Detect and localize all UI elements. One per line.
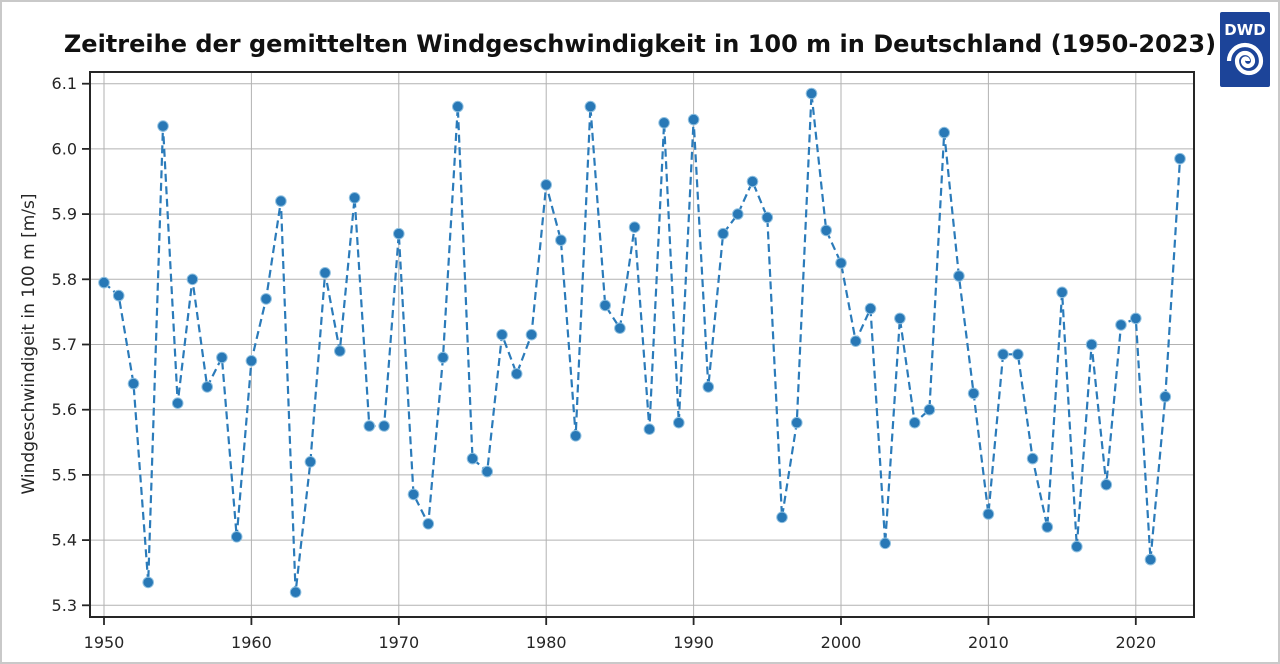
y-tick-label: 5.9 [52, 205, 77, 224]
data-point [673, 416, 685, 429]
x-tick-label: 2010 [968, 633, 1009, 652]
data-point [363, 420, 376, 432]
data-point [112, 289, 125, 302]
x-tick-label: 1960 [231, 633, 272, 652]
data-point [98, 276, 110, 289]
data-point [1085, 338, 1098, 351]
data-point [599, 299, 612, 312]
data-point [1115, 319, 1127, 331]
y-tick-label: 5.7 [52, 335, 77, 354]
data-point [452, 100, 464, 113]
data-point [746, 175, 759, 188]
data-point [319, 267, 331, 279]
data-line [103, 92, 1182, 594]
data-point [584, 100, 597, 113]
data-point [1026, 452, 1039, 465]
data-point [997, 348, 1009, 361]
data-point [717, 227, 729, 240]
data-point [230, 531, 243, 543]
data-point [732, 208, 744, 220]
data-point [496, 328, 508, 341]
data-point [864, 302, 877, 315]
data-point [569, 430, 582, 442]
dwd-spiral-icon [1226, 42, 1264, 76]
data-point [127, 377, 140, 390]
data-point [1056, 286, 1068, 299]
data-point [791, 416, 803, 429]
y-tick-label: 5.3 [52, 596, 77, 615]
data-point [805, 87, 818, 100]
x-tick-label: 2020 [1115, 633, 1156, 652]
data-point [245, 355, 258, 367]
data-point [481, 465, 494, 478]
data-point [643, 423, 656, 436]
data-point [510, 368, 523, 380]
data-point [260, 293, 272, 305]
data-point [894, 312, 906, 325]
data-point [761, 211, 774, 224]
data-point [1159, 390, 1172, 403]
data-point [776, 511, 788, 524]
data-point [289, 586, 302, 599]
data-point [334, 345, 346, 357]
data-point [614, 322, 626, 335]
data-point [658, 117, 670, 129]
data-point [171, 397, 184, 410]
data-point [820, 224, 833, 237]
data-point [393, 227, 405, 240]
x-tick-label: 1980 [526, 633, 567, 652]
x-tick-label: 1950 [84, 633, 125, 652]
data-point [849, 335, 862, 348]
dwd-logo-text: DWD [1224, 21, 1265, 39]
data-point [628, 221, 641, 233]
data-point [157, 120, 169, 132]
y-tick-label: 6.1 [52, 74, 77, 93]
dwd-logo: DWD [1220, 12, 1270, 87]
data-point [525, 328, 538, 341]
chart-title: Zeitreihe der gemittelten Windgeschwindi… [63, 30, 1217, 58]
data-point [466, 452, 479, 465]
data-point [142, 576, 154, 589]
data-point [407, 488, 420, 501]
x-tick-label: 1970 [378, 633, 419, 652]
data-point [1130, 312, 1142, 325]
data-point [275, 195, 287, 207]
y-tick-label: 6.0 [52, 139, 77, 158]
y-tick-label: 5.6 [52, 400, 77, 419]
data-point [186, 273, 199, 286]
data-point [702, 381, 715, 393]
data-point [555, 234, 567, 246]
data-point [1041, 521, 1054, 533]
data-point [1071, 540, 1083, 553]
x-tick-label: 1990 [673, 633, 714, 652]
data-point [348, 192, 361, 204]
data-point [1144, 553, 1157, 566]
data-point [1012, 348, 1024, 361]
data-point [422, 518, 435, 530]
data-point [879, 537, 892, 550]
data-point [216, 351, 228, 364]
data-point [835, 257, 847, 269]
data-point [938, 126, 951, 139]
data-point [201, 381, 213, 393]
x-tick-label: 2000 [821, 633, 862, 652]
data-point [967, 387, 980, 400]
data-point [540, 179, 553, 191]
data-point [687, 113, 700, 126]
y-tick-label: 5.5 [52, 465, 77, 484]
data-point [982, 508, 995, 520]
data-point [304, 456, 317, 468]
data-point [953, 270, 965, 282]
data-point [1174, 152, 1186, 165]
y-tick-label: 5.4 [52, 531, 77, 550]
data-point [378, 420, 390, 432]
data-point [437, 351, 449, 364]
data-point [908, 416, 921, 429]
data-point [923, 403, 936, 416]
data-point [1100, 478, 1113, 491]
y-tick-label: 5.8 [52, 270, 77, 289]
